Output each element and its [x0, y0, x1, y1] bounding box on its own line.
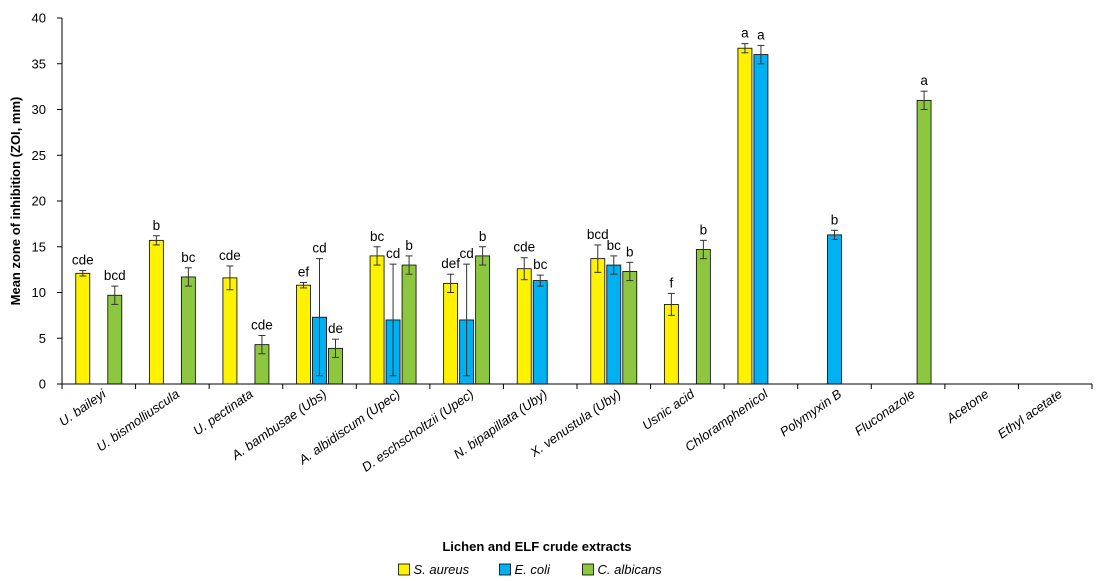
data-label: ef: [298, 264, 310, 279]
x-category-label: Ethyl acetate: [995, 386, 1065, 441]
y-axis-ticks: 0 5 10 15 20 25 30 35 40: [32, 11, 1093, 392]
bar: [222, 277, 238, 385]
bar: [401, 264, 417, 385]
bar: [606, 264, 622, 385]
x-category-label: Chloramphenicol: [682, 386, 771, 455]
y-axis-title: Mean zone of inhibition (ZOI, mm): [8, 97, 23, 306]
data-label: b: [479, 229, 487, 244]
data-label: bc: [181, 250, 196, 265]
bar: [532, 280, 548, 385]
legend-swatch: [398, 563, 410, 576]
data-label: a: [741, 26, 749, 41]
x-axis-title: Lichen and ELF crude extracts: [442, 539, 631, 554]
x-category-label: Fluconazole: [852, 386, 918, 439]
data-label: f: [669, 275, 673, 290]
legend-swatch: [582, 563, 594, 576]
bar: [737, 47, 753, 385]
y-tick-label: 25: [32, 148, 46, 163]
bar: [695, 249, 711, 385]
y-tick-label: 40: [32, 11, 46, 26]
data-label: a: [920, 73, 928, 88]
y-tick-label: 10: [32, 285, 46, 300]
error-bars-group: [79, 43, 928, 377]
bar: [663, 303, 679, 385]
bars-group: [75, 47, 932, 385]
bar: [753, 54, 769, 385]
y-tick-label: 5: [39, 331, 46, 346]
data-label: b: [700, 222, 708, 237]
data-label: cde: [251, 318, 273, 333]
data-label: cd: [460, 246, 474, 261]
x-category-label: U. pectinata: [190, 386, 255, 438]
data-label: cd: [312, 241, 326, 256]
bar: [622, 271, 638, 385]
data-label: bcd: [104, 268, 126, 283]
data-label: bcd: [587, 227, 609, 242]
bar: [107, 294, 123, 385]
bar: [180, 276, 196, 385]
data-label: bc: [370, 229, 385, 244]
bar: [516, 268, 532, 385]
x-category-label: U. baileyi: [56, 386, 109, 430]
bar: [590, 258, 606, 385]
data-label: a: [757, 27, 765, 42]
data-label: de: [328, 321, 343, 336]
bar: [916, 99, 932, 385]
y-tick-label: 35: [32, 56, 46, 71]
data-label: cde: [513, 240, 535, 255]
data-label: cd: [386, 246, 400, 261]
y-tick-label: 15: [32, 239, 46, 254]
data-label: cde: [72, 253, 94, 268]
data-label: bc: [607, 238, 622, 253]
data-label: b: [626, 244, 634, 259]
bar: [148, 239, 164, 385]
legend-label: C. albicans: [598, 562, 663, 577]
data-label: def: [441, 256, 460, 271]
bar: [369, 255, 385, 385]
y-tick-label: 0: [39, 377, 46, 392]
legend-swatch: [499, 563, 511, 576]
data-label: b: [153, 218, 161, 233]
data-label: bc: [533, 257, 548, 272]
data-label: b: [405, 238, 413, 253]
bar: [296, 284, 311, 385]
x-category-label: Acetone: [943, 386, 991, 426]
x-category-label: Usnic acid: [639, 386, 697, 433]
y-tick-label: 30: [32, 102, 46, 117]
data-label: b: [831, 212, 839, 227]
bar: [443, 282, 459, 385]
bar: [827, 234, 842, 385]
legend: S. aureus E. coli C. albicans: [398, 562, 663, 577]
y-tick-label: 20: [32, 194, 46, 209]
legend-label: S. aureus: [414, 562, 470, 577]
bar: [75, 272, 91, 385]
bar: [475, 255, 491, 385]
x-category-label: Polymyxin B: [777, 386, 844, 439]
data-label: cde: [219, 248, 241, 263]
legend-label: E. coli: [515, 562, 552, 577]
